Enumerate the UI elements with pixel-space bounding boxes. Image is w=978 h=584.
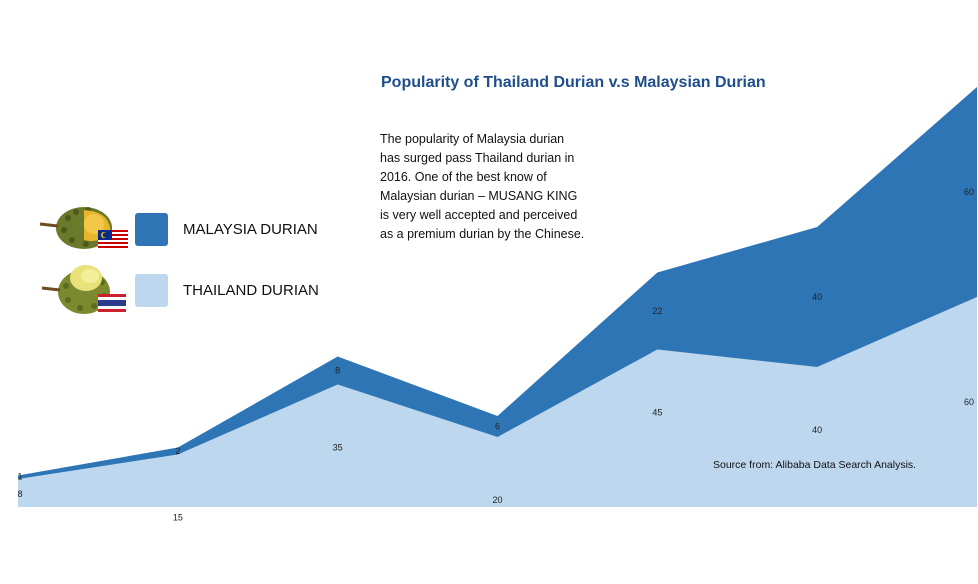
thailand-value-label: 40 <box>812 425 822 435</box>
malaysia-value-label: 1 <box>17 472 22 482</box>
malaysia-value-label: 22 <box>652 306 662 316</box>
annotation-text: The popularity of Malaysia durian has su… <box>380 132 585 241</box>
chart-title: Popularity of Thailand Durian v.s Malays… <box>381 74 766 91</box>
value-labels: 1 8 2 15 8 35 6 20 22 45 40 40 60 60 <box>17 187 974 523</box>
legend-label-thailand: THAILAND DURIAN <box>183 281 319 299</box>
malaysia-value-label: 6 <box>495 422 500 432</box>
thailand-value-label: 60 <box>964 397 974 407</box>
legend-item-thailand: THAILAND DURIAN <box>38 260 319 320</box>
legend-item-malaysia: MALAYSIA DURIAN <box>38 200 318 258</box>
thailand-value-label: 35 <box>333 443 343 453</box>
malaysia-value-label: 60 <box>964 187 974 197</box>
source-note: Source from: Alibaba Data Search Analysi… <box>713 459 917 471</box>
legend-swatch-malaysia <box>135 212 168 246</box>
malaysia-value-label: 40 <box>812 292 822 302</box>
thailand-value-label: 8 <box>17 489 22 499</box>
legend-label-malaysia: MALAYSIA DURIAN <box>183 220 318 238</box>
legend-swatch-thailand <box>135 273 168 307</box>
thailand-durian-with-flag-icon <box>41 265 126 314</box>
malaysia-durian-with-flag-icon <box>39 207 128 250</box>
thailand-value-label: 15 <box>173 513 183 523</box>
malaysia-area <box>18 87 977 479</box>
malaysia-value-label: 8 <box>335 366 340 376</box>
malaysia-value-label: 2 <box>175 446 180 456</box>
thailand-value-label: 45 <box>652 408 662 418</box>
thailand-area <box>18 297 977 507</box>
thailand-value-label: 20 <box>492 495 502 505</box>
